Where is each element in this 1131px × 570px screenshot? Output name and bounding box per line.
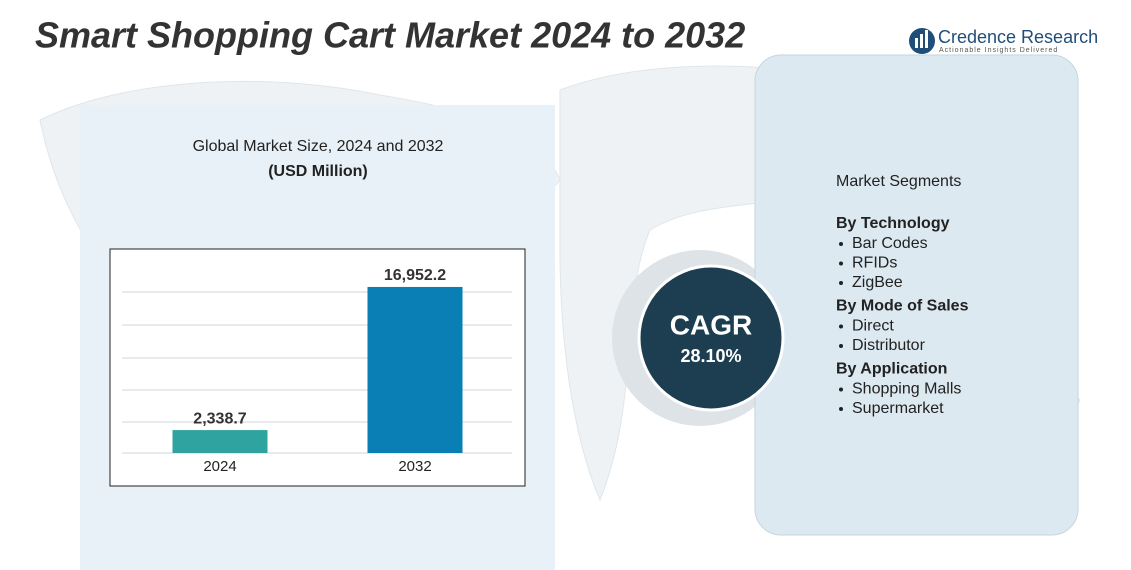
value-label: 16,952.2: [384, 267, 446, 284]
segments-title: Market Segments: [836, 173, 961, 190]
brand-name: Credence Research: [938, 27, 1098, 47]
segment-group: By Application: [836, 361, 947, 378]
bullet: [839, 261, 843, 266]
x-tick-label: 2032: [398, 458, 431, 475]
bullet: [839, 344, 843, 348]
segment-item: Supermarket: [852, 400, 944, 417]
segment-group: By Mode of Sales: [836, 298, 969, 315]
segment-item: ZigBee: [852, 274, 903, 291]
segment-item: Distributor: [852, 337, 926, 354]
logo-bar: [925, 30, 928, 48]
segment-group: By Technology: [836, 215, 950, 232]
bullet: [839, 281, 843, 285]
bullet: [839, 324, 843, 329]
bullet: [839, 387, 843, 392]
bar: [367, 286, 463, 453]
cagr-label: CAGR: [670, 309, 752, 340]
chart-subtitle: (USD Million): [268, 163, 368, 180]
bullet: [839, 407, 843, 411]
page-title: Smart Shopping Cart Market 2024 to 2032: [35, 15, 745, 56]
plot-frame: [109, 248, 526, 487]
segment-item: RFIDs: [852, 255, 897, 272]
bar: [172, 430, 268, 453]
segment-item: Direct: [852, 318, 894, 335]
chart-title: Global Market Size, 2024 and 2032: [193, 138, 444, 155]
logo-bar: [915, 38, 918, 48]
value-label: 2,338.7: [193, 410, 246, 427]
bullet: [839, 242, 843, 246]
x-tick-label: 2024: [203, 458, 236, 475]
cagr-circle: [637, 264, 785, 412]
brand-tagline: Actionable Insights Delivered: [939, 47, 1058, 54]
logo-bar: [920, 34, 923, 48]
segments-panel: [754, 54, 1079, 536]
cagr-value: 28.10%: [680, 346, 741, 366]
logo: Credence Research Actionable Insights De…: [909, 27, 1098, 54]
segment-item: Bar Codes: [852, 235, 928, 252]
segment-item: Shopping Malls: [852, 381, 961, 398]
